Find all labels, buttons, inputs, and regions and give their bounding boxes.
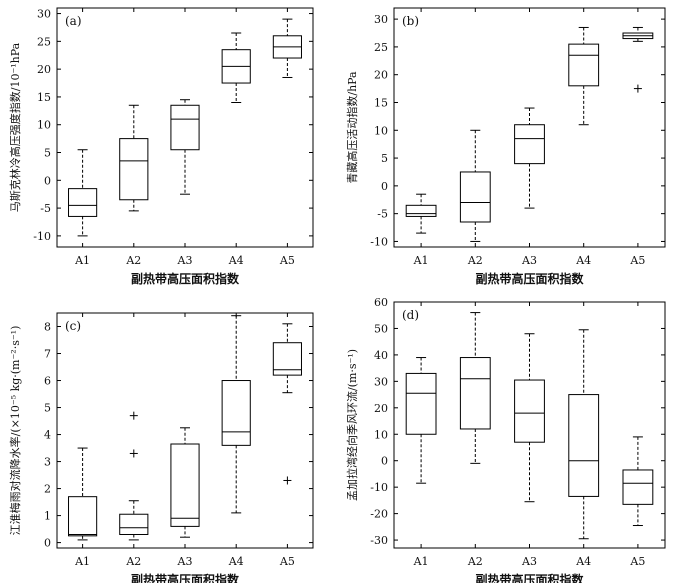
x-tick-label: A4 xyxy=(575,254,591,267)
box xyxy=(272,342,302,376)
x-tick-label: A1 xyxy=(413,254,429,267)
y-tick-label: 20 xyxy=(374,69,388,82)
y-tick-label: -5 xyxy=(377,208,388,221)
x-tick-label: A4 xyxy=(228,254,244,267)
y-tick-label: -10 xyxy=(33,230,51,243)
x-tick-label: A1 xyxy=(74,254,90,267)
y-tick-label: 30 xyxy=(374,13,388,26)
y-tick-label: 10 xyxy=(374,124,388,137)
x-axis-title: 副热带高压面积指数 xyxy=(131,271,240,286)
y-tick-label: 20 xyxy=(374,402,388,415)
x-tick-label: A5 xyxy=(279,254,295,267)
x-tick-label: A3 xyxy=(521,254,537,267)
y-tick-label: 50 xyxy=(374,322,388,335)
y-tick-label: 7 xyxy=(44,348,51,361)
y-tick-label: 15 xyxy=(374,96,388,109)
box xyxy=(170,443,200,527)
x-tick-label: A5 xyxy=(629,254,645,267)
y-tick-label: 40 xyxy=(374,349,388,362)
x-tick-label: A1 xyxy=(74,555,90,568)
y-tick-label: 1 xyxy=(44,510,51,523)
y-tick-label: 10 xyxy=(37,119,51,132)
y-tick-label: -30 xyxy=(370,534,388,547)
y-tick-label: 0 xyxy=(44,537,51,550)
y-tick-label: 25 xyxy=(37,35,51,48)
y-tick-label: 5 xyxy=(44,147,51,160)
y-tick-label: 20 xyxy=(37,63,51,76)
x-tick-label: A4 xyxy=(575,555,591,568)
box xyxy=(68,188,98,217)
y-tick-label: 0 xyxy=(381,455,388,468)
y-tick-label: 30 xyxy=(374,375,388,388)
y-axis-title: 马斯克林冷高压强度指数/10⁻¹hPa xyxy=(8,42,22,212)
x-tick-label: A4 xyxy=(228,555,244,568)
box xyxy=(405,204,437,217)
panel-label: (a) xyxy=(65,14,82,28)
box xyxy=(568,394,600,497)
y-tick-label: 6 xyxy=(44,375,51,388)
y-tick-label: 3 xyxy=(44,456,51,469)
y-tick-label: -10 xyxy=(370,481,388,494)
x-tick-label: A5 xyxy=(279,555,295,568)
box xyxy=(119,138,149,201)
panel-label: (d) xyxy=(402,308,419,322)
box xyxy=(68,496,98,537)
x-tick-label: A5 xyxy=(629,555,645,568)
panel-c: 0 1 2 3 4 5 6 7 8 A1 A2 A3 A4 A5 (c) 副热带高压面积指数 江淮梅雨对流降水率… xyxy=(8,312,314,583)
box xyxy=(514,124,545,165)
y-tick-label: 0 xyxy=(44,174,51,187)
box xyxy=(405,372,437,435)
y-tick-label: 10 xyxy=(374,428,388,441)
y-tick-label: 5 xyxy=(44,402,51,415)
panel-d: -30 -20 -10 0 10 20 30 40 50 60 A1 A2 A3 A4 A5 (d) 副热带高压… xyxy=(345,296,666,583)
x-tick-label: A2 xyxy=(125,555,141,568)
y-axis-title: 江淮梅雨对流降水率/(×10⁻⁵ kg·(m⁻²·s⁻¹) xyxy=(8,326,22,536)
box xyxy=(622,469,654,505)
y-tick-label: 8 xyxy=(44,321,51,334)
x-axis-title: 副热带高压面积指数 xyxy=(475,271,584,286)
y-tick-label: 60 xyxy=(374,296,388,309)
x-axis-title: 副热带高压面积指数 xyxy=(475,572,584,583)
x-tick-label: A3 xyxy=(521,555,537,568)
x-tick-label: A3 xyxy=(177,555,193,568)
x-tick-label: A2 xyxy=(125,254,141,267)
panel-label: (b) xyxy=(402,14,419,28)
x-tick-label: A3 xyxy=(177,254,193,267)
y-tick-label: 0 xyxy=(381,180,388,193)
y-tick-label: 4 xyxy=(44,429,51,442)
box xyxy=(568,43,600,87)
y-tick-label: 25 xyxy=(374,41,388,54)
box xyxy=(170,104,200,151)
y-tick-label: -20 xyxy=(370,508,388,521)
panel-b: -10 -5 0 5 10 15 20 25 30 A1 A2 A3 A4 A5 (b) 副热带高压面积指数 青… xyxy=(345,7,666,286)
y-tick-label: -10 xyxy=(370,235,388,248)
panel-label: (c) xyxy=(65,319,81,333)
y-tick-label: 5 xyxy=(381,152,388,165)
y-tick-label: 2 xyxy=(44,483,51,496)
y-axis-title: 孟加拉湾经向季风环流/(m·s⁻¹) xyxy=(345,349,359,501)
y-tick-label: 15 xyxy=(37,91,51,104)
box xyxy=(514,379,545,443)
box xyxy=(459,171,491,223)
x-tick-label: A1 xyxy=(413,555,429,568)
box xyxy=(119,513,149,535)
y-axis-title: 青藏高压活动指数/hPa xyxy=(345,71,359,184)
box xyxy=(459,357,491,430)
x-tick-label: A2 xyxy=(467,254,483,267)
y-tick-label: -5 xyxy=(40,202,51,215)
y-tick-label: 30 xyxy=(37,8,51,21)
x-axis-title: 副热带高压面积指数 xyxy=(131,572,240,583)
x-tick-label: A2 xyxy=(467,555,483,568)
box xyxy=(221,380,251,446)
panel-a: -10 -5 0 5 10 15 20 25 30 A1 A2 A3 A4 A5 (a) 副热带高压面积指数 马… xyxy=(8,7,314,286)
